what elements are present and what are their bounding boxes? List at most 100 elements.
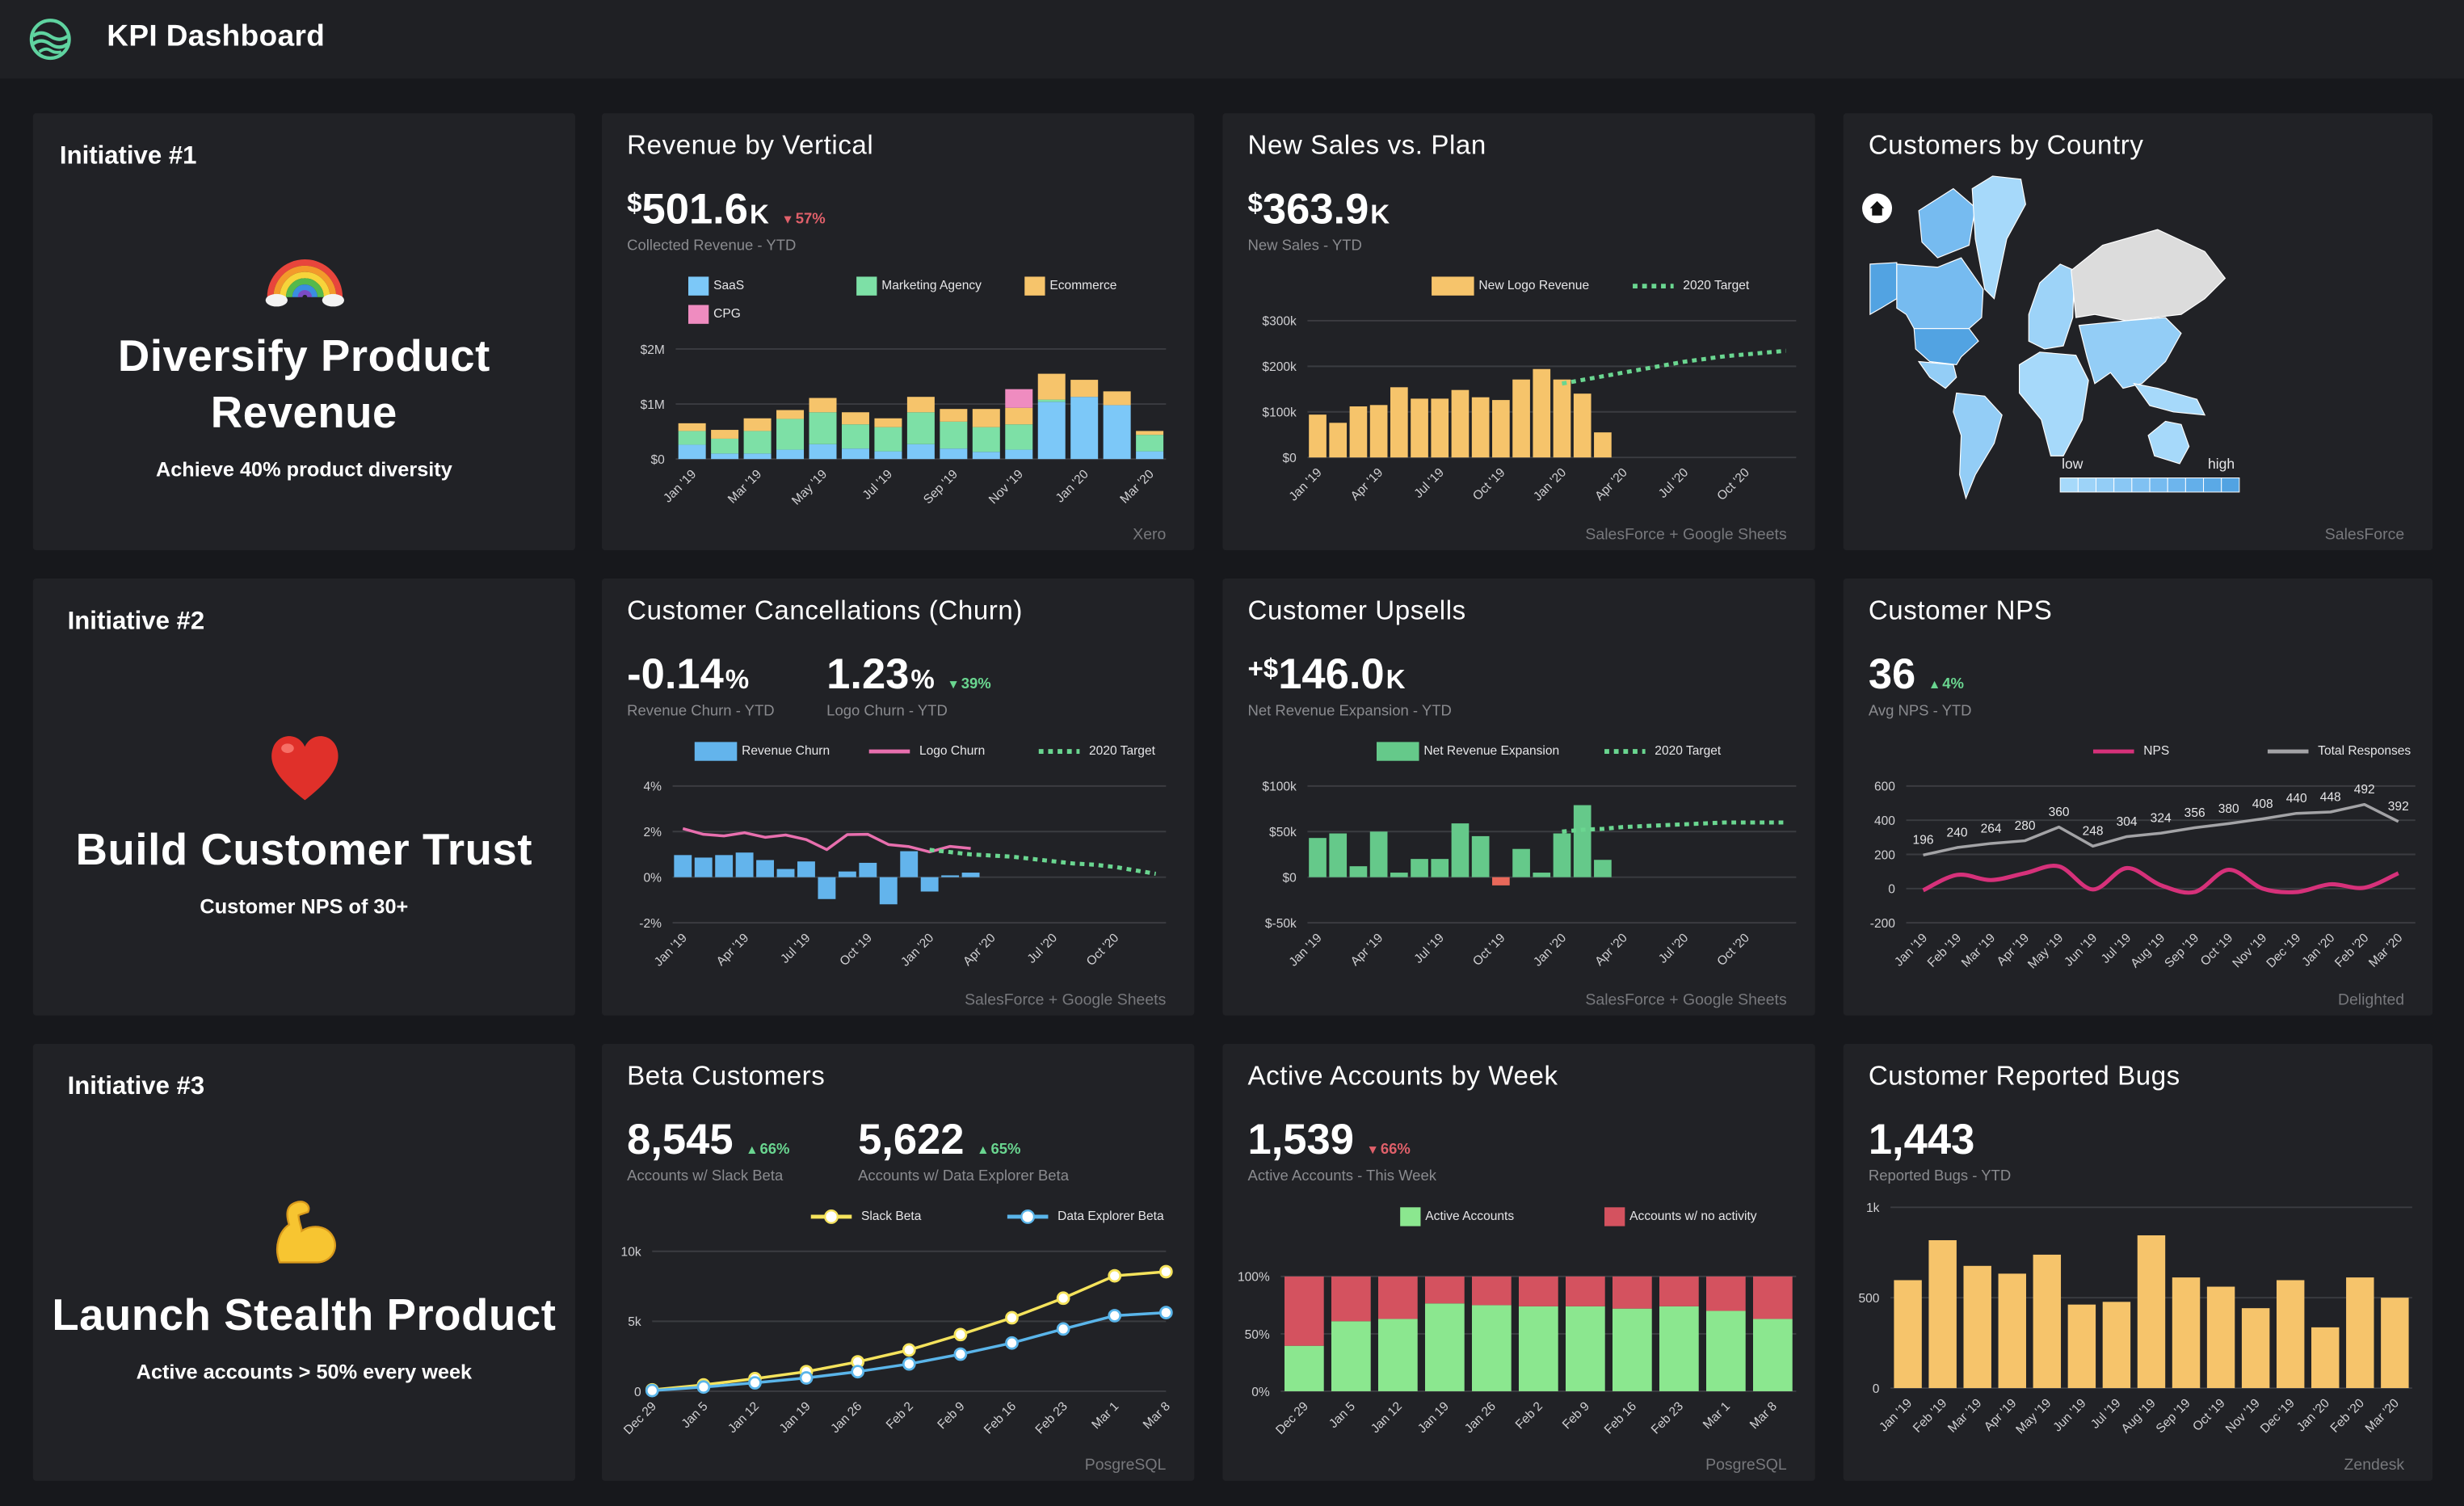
legend-item: Net Revenue Expansion <box>1376 740 1559 762</box>
kpi-metric: 1.23% ▼ 39% Logo Churn - YTD <box>826 651 991 721</box>
kpi-number: 363.9 <box>1262 185 1369 233</box>
y-tick-label: $0 <box>1282 872 1297 886</box>
kpi-metric: $501.6 K ▼ 57% Collected Revenue - YTD <box>627 186 826 255</box>
bar <box>1103 391 1131 406</box>
data-point <box>1056 1291 1070 1306</box>
x-tick-label: Feb 16 <box>982 1399 1019 1437</box>
bar <box>2311 1327 2340 1389</box>
x-tick-label: Apr '20 <box>1592 465 1630 503</box>
x-tick-label: Oct '19 <box>1470 931 1508 969</box>
bar <box>1451 389 1470 458</box>
wave-globe-logo-icon <box>29 19 71 61</box>
x-tick-label: Dec 29 <box>1273 1399 1311 1437</box>
map-legend-cell <box>2131 477 2151 493</box>
bar <box>756 860 775 877</box>
y-tick-label: $100k <box>1262 780 1297 794</box>
region-greenland[interactable] <box>1971 175 2026 300</box>
x-tick-label: Mar '20 <box>1117 467 1157 507</box>
region-south-america[interactable] <box>1953 392 2003 500</box>
bar <box>2172 1277 2201 1389</box>
y-tick-label: $100k <box>1262 406 1297 420</box>
region-southeast-asia[interactable] <box>2133 382 2206 416</box>
x-tick-label: Oct '19 <box>1470 465 1508 503</box>
kpi-value: 1.23% ▼ 39% <box>826 651 991 698</box>
legend-item: Ecommerce <box>1024 275 1116 297</box>
kpi-suffix: K <box>1370 200 1390 230</box>
heart-icon <box>271 735 338 800</box>
bar <box>1136 451 1164 460</box>
data-point <box>748 1376 762 1390</box>
y-tick-label: $1M <box>641 398 665 412</box>
data-label: 304 <box>2117 815 2138 829</box>
bar <box>1070 397 1099 460</box>
data-point <box>645 1383 659 1398</box>
region-russia[interactable] <box>2071 229 2226 322</box>
y-tick-label: 2% <box>643 826 662 839</box>
legend-label: Marketing Agency <box>881 278 982 292</box>
x-tick-label: Jan '19 <box>661 467 699 505</box>
x-tick-label: Jan '19 <box>1892 931 1930 969</box>
bar <box>1005 449 1033 460</box>
x-tick-label: Feb 23 <box>1649 1399 1686 1437</box>
y-tick-label: 5k <box>628 1315 641 1329</box>
bar <box>1349 406 1368 458</box>
y-tick-label: 600 <box>1874 780 1895 794</box>
data-point <box>1158 1306 1173 1319</box>
region-mexico[interactable] <box>1917 360 1957 389</box>
region-arctic-islands[interactable] <box>1918 187 1976 259</box>
widget-title: New Sales vs. Plan <box>1247 130 1486 161</box>
x-tick-label: Mar '19 <box>725 467 764 506</box>
x-tick-label: Oct '20 <box>1715 465 1753 503</box>
kpi-suffix: K <box>749 200 769 230</box>
kpi-metric: 8,545 ▲ 66% Accounts w/ Slack Beta <box>627 1116 789 1185</box>
region-canada[interactable] <box>1896 257 1984 330</box>
kpi-delta: ▼ 39% <box>947 676 990 693</box>
initiative-body: Diversify Product Revenue Achieve 40% pro… <box>33 188 575 521</box>
x-tick-label: Apr '19 <box>714 931 752 969</box>
y-tick-label: 0 <box>1888 883 1895 897</box>
y-tick-label: $0 <box>1282 452 1297 465</box>
kpi-value: 5,622 ▲ 65% <box>858 1116 1069 1163</box>
legend-swatch <box>856 276 877 296</box>
widget-title: Active Accounts by Week <box>1247 1061 1558 1092</box>
region-europe[interactable] <box>2028 263 2075 350</box>
legend-swatch <box>687 305 709 324</box>
bar <box>1377 1319 1418 1391</box>
bar <box>1005 389 1033 408</box>
region-africa[interactable] <box>2018 351 2089 456</box>
widget-active-accounts: Active Accounts by Week 1,539 ▼ 66% Active A… <box>1222 1043 1815 1481</box>
data-point <box>851 1365 865 1379</box>
bar <box>1553 833 1571 877</box>
bar <box>1390 387 1408 458</box>
y-tick-label: $0 <box>651 453 666 467</box>
legend-swatch <box>868 749 910 754</box>
legend-label: New Logo Revenue <box>1478 278 1590 292</box>
legend-swatch <box>1604 749 1646 754</box>
legend-swatch <box>1024 276 1045 296</box>
map-legend-cell <box>2203 477 2222 493</box>
x-tick-label: Mar 1 <box>1701 1399 1733 1432</box>
line-series <box>1562 820 1786 834</box>
flexed-biceps-icon <box>275 1200 336 1263</box>
kpi-metric: 1,443 Reported Bugs - YTD <box>1869 1116 2011 1185</box>
region-australia[interactable] <box>2147 420 2190 465</box>
bar <box>711 438 739 454</box>
bar <box>1471 835 1490 877</box>
bar <box>906 397 935 413</box>
x-tick-label: Jan '19 <box>1287 931 1325 969</box>
legend-item: Total Responses <box>2266 740 2411 762</box>
region-alaska[interactable] <box>1869 262 1898 316</box>
bar <box>1424 1303 1465 1391</box>
data-point <box>1108 1309 1122 1323</box>
region-asia[interactable] <box>2078 317 2182 389</box>
y-tick-label: 0 <box>1873 1382 1880 1396</box>
data-source-label: SalesForce + Google Sheets <box>965 991 1167 1010</box>
initiative-card-2: Initiative #2 Build Customer Trust Custome… <box>32 578 575 1016</box>
bar <box>2381 1298 2409 1389</box>
region-usa[interactable] <box>1913 328 1979 366</box>
data-point <box>902 1357 916 1371</box>
map-home-button[interactable] <box>1862 193 1893 224</box>
x-tick-label: Sep '19 <box>921 467 961 507</box>
bar <box>1431 859 1449 877</box>
bar <box>1753 1319 1793 1391</box>
